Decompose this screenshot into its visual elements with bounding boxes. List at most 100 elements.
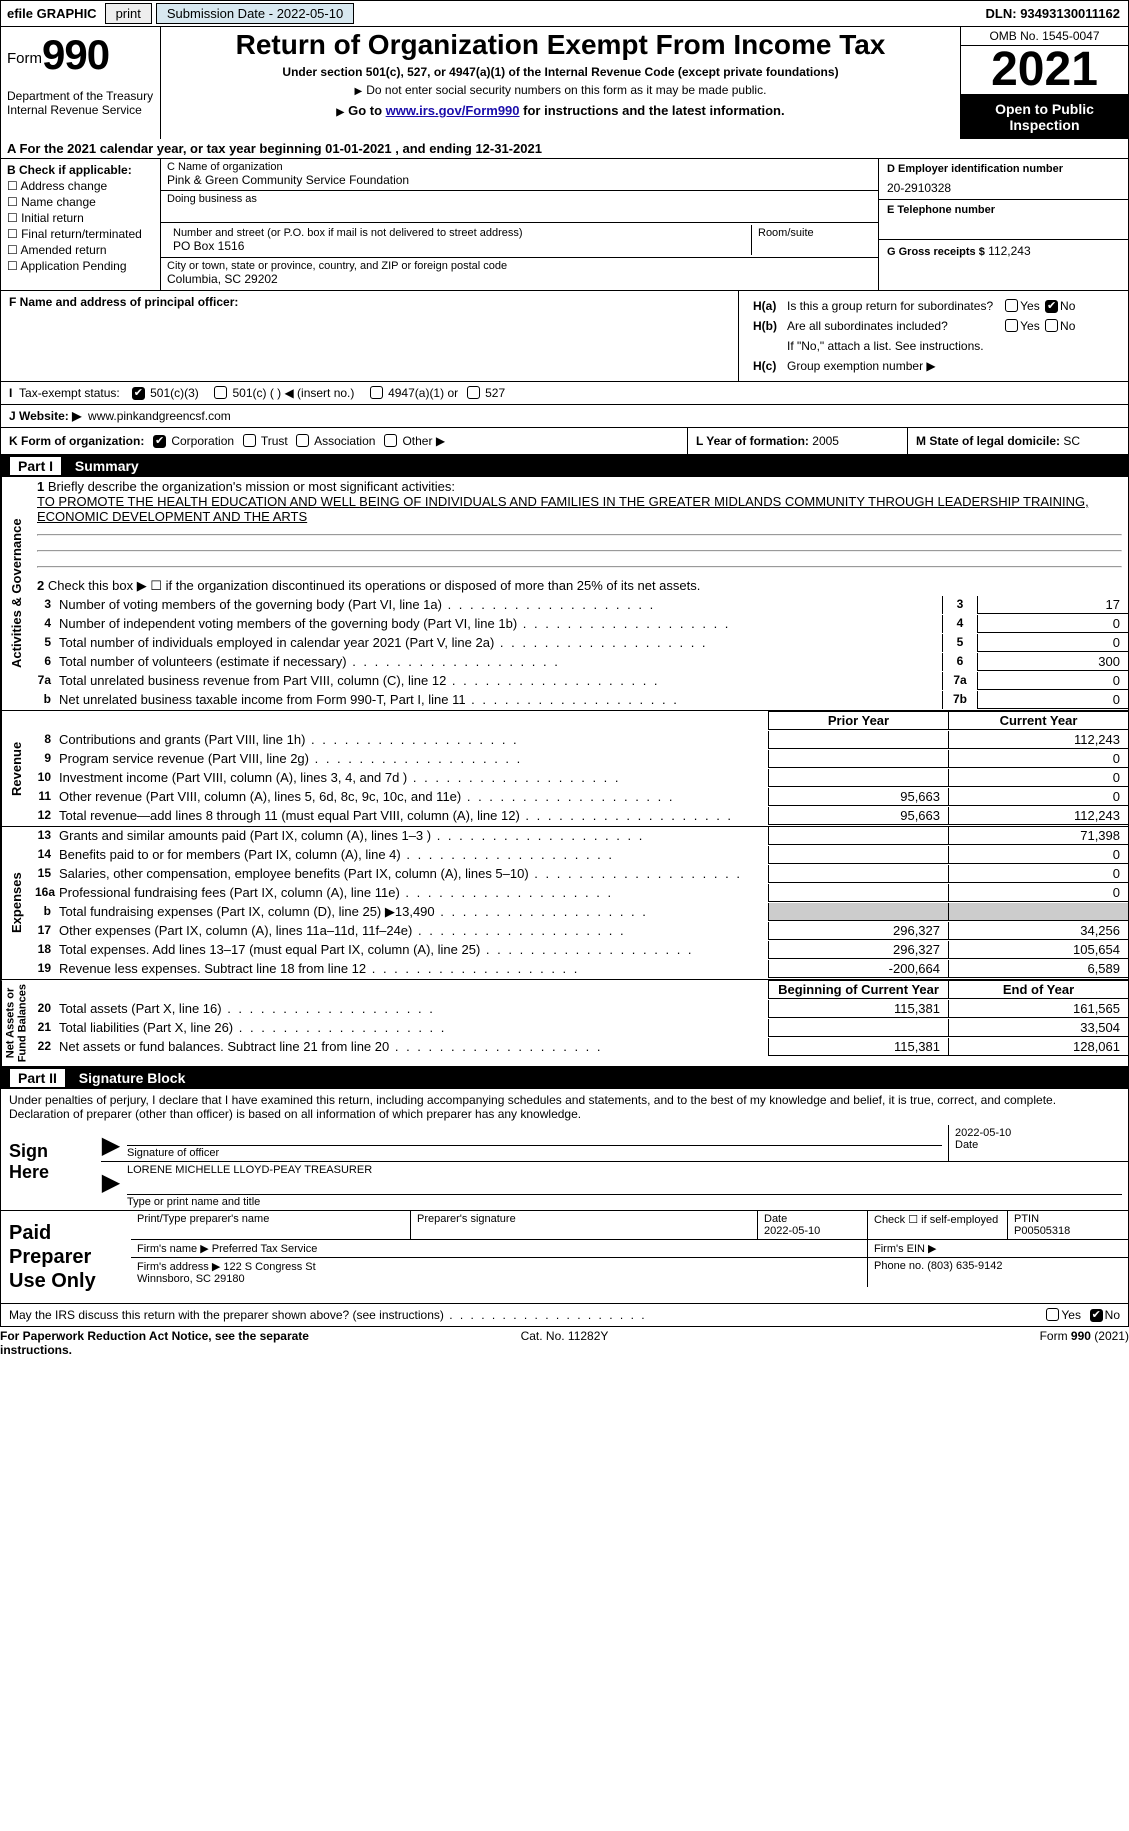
block-fh: F Name and address of principal officer:… (0, 291, 1129, 382)
cb-other[interactable] (384, 434, 397, 447)
gov-line: 5Total number of individuals employed in… (31, 634, 1128, 653)
cb-corp[interactable] (153, 435, 166, 448)
section-revenue: Revenue Prior Year Current Year 8Contrib… (0, 711, 1129, 827)
prior-year-val (768, 827, 948, 845)
part2-title: Signature Block (79, 1070, 186, 1086)
dept-label: Department of the Treasury Internal Reve… (7, 89, 154, 118)
ha-no[interactable] (1045, 300, 1058, 313)
table-row: 21Total liabilities (Part X, line 26)33,… (31, 1019, 1128, 1038)
ha-yes[interactable] (1005, 299, 1018, 312)
cb-app-pending[interactable]: ☐ Application Pending (7, 259, 154, 273)
cb-527[interactable] (467, 386, 480, 399)
city-lbl: City or town, state or province, country… (167, 260, 872, 272)
officer-name-lbl: Type or print name and title (127, 1194, 1122, 1208)
phone-lbl: Phone no. (874, 1260, 924, 1272)
current-year-val: 0 (948, 769, 1128, 787)
line-desc: Other expenses (Part IX, column (A), lin… (55, 922, 768, 940)
cb-501c[interactable] (214, 386, 227, 399)
prior-year-val (768, 884, 948, 902)
table-row: 10Investment income (Part VIII, column (… (31, 769, 1128, 788)
cb-trust[interactable] (243, 434, 256, 447)
block-bcd: B Check if applicable: ☐ Address change … (0, 159, 1129, 291)
prior-year-val: 95,663 (768, 807, 948, 825)
row-j: J Website: ▶ www.pinkandgreencsf.com (0, 405, 1129, 428)
room-lbl: Room/suite (758, 227, 866, 239)
top-toolbar: efile GRAPHIC print Submission Date - 20… (0, 0, 1129, 27)
prep-sig-lbl: Preparer's signature (411, 1211, 758, 1239)
gov-line: 3Number of voting members of the governi… (31, 596, 1128, 615)
line-num: 3 (31, 596, 55, 614)
irs-link[interactable]: www.irs.gov/Form990 (386, 103, 520, 118)
prior-year-val (768, 769, 948, 787)
firm-addr-lbl: Firm's address ▶ (137, 1261, 220, 1273)
print-button[interactable]: print (105, 3, 152, 24)
line-num: 20 (31, 1000, 55, 1018)
table-row: 19Revenue less expenses. Subtract line 1… (31, 960, 1128, 979)
firm-name: Preferred Tax Service (212, 1243, 318, 1255)
line-val: 0 (978, 615, 1128, 633)
city-cell: City or town, state or province, country… (161, 258, 878, 290)
street-val: PO Box 1516 (173, 239, 745, 253)
return-title: Return of Organization Exempt From Incom… (167, 29, 954, 61)
line-num: 17 (31, 922, 55, 940)
website-val: www.pinkandgreencsf.com (88, 409, 231, 423)
ein-lbl: D Employer identification number (887, 163, 1120, 175)
cb-address-change[interactable]: ☐ Address change (7, 179, 154, 193)
hb-yes[interactable] (1005, 319, 1018, 332)
header-left: Form990 Department of the Treasury Inter… (1, 27, 161, 139)
may-no[interactable] (1090, 1309, 1103, 1322)
line-num: 4 (31, 615, 55, 633)
hc-tag: H(c) (753, 359, 776, 373)
no-ssn-note: Do not enter social security numbers on … (167, 83, 954, 97)
prior-year-val (768, 750, 948, 768)
net-col-headers: Beginning of Current Year End of Year (31, 980, 1128, 1000)
gross-val: 112,243 (988, 244, 1031, 258)
cb-501c3[interactable] (132, 387, 145, 400)
mission-lbl: Briefly describe the organization's miss… (48, 479, 455, 494)
l-val: 2005 (812, 434, 839, 448)
check-self[interactable]: Check ☐ if self-employed (868, 1211, 1008, 1239)
cb-assoc[interactable] (296, 434, 309, 447)
vlabel-net: Net Assets or Fund Balances (1, 980, 31, 1066)
line-val: 0 (978, 634, 1128, 652)
j-lbl: J Website: ▶ (9, 409, 81, 423)
current-year-val: 0 (948, 788, 1128, 806)
current-year-val: 0 (948, 846, 1128, 864)
table-row: 13Grants and similar amounts paid (Part … (31, 827, 1128, 846)
submission-date-button[interactable]: Submission Date - 2022-05-10 (156, 3, 354, 24)
section-netassets: Net Assets or Fund Balances Beginning of… (0, 980, 1129, 1067)
line-desc: Net assets or fund balances. Subtract li… (55, 1038, 768, 1056)
cb-initial-return[interactable]: ☐ Initial return (7, 211, 154, 225)
line-desc: Net unrelated business taxable income fr… (55, 691, 942, 709)
cb-final-return[interactable]: ☐ Final return/terminated (7, 227, 154, 241)
hb-no[interactable] (1045, 319, 1058, 332)
may-yes[interactable] (1046, 1308, 1059, 1321)
line-box: 3 (942, 596, 978, 614)
org-name-val: Pink & Green Community Service Foundatio… (167, 173, 872, 187)
part2-tag: Part II (10, 1069, 65, 1087)
current-year-val: 112,243 (948, 731, 1128, 749)
prior-year-val (768, 865, 948, 883)
mission-val: TO PROMOTE THE HEALTH EDUCATION AND WELL… (37, 494, 1089, 524)
line-num: 12 (31, 807, 55, 825)
efile-label: efile GRAPHIC (1, 4, 103, 23)
prior-year-val (768, 903, 948, 921)
line-desc: Number of independent voting members of … (55, 615, 942, 633)
line-desc: Total expenses. Add lines 13–17 (must eq… (55, 941, 768, 959)
sig-arrow-icon: ▶ (101, 1125, 121, 1161)
line-desc: Total revenue—add lines 8 through 11 (mu… (55, 807, 768, 825)
table-row: 8Contributions and grants (Part VIII, li… (31, 731, 1128, 750)
street-lbl: Number and street (or P.O. box if mail i… (173, 227, 745, 239)
cb-name-change[interactable]: ☐ Name change (7, 195, 154, 209)
form-990: 990 (42, 31, 109, 78)
org-name-cell: C Name of organization Pink & Green Comm… (161, 159, 878, 191)
vlabel-rev: Revenue (1, 711, 31, 826)
prior-year-val: 296,327 (768, 922, 948, 940)
cb-amended-return[interactable]: ☐ Amended return (7, 243, 154, 257)
subhead: Under section 501(c), 527, or 4947(a)(1)… (167, 65, 954, 79)
cb-4947[interactable] (370, 386, 383, 399)
row-i: I Tax-exempt status: 501(c)(3) 501(c) ( … (0, 382, 1129, 405)
line-desc: Total number of individuals employed in … (55, 634, 942, 652)
line-num: 19 (31, 960, 55, 978)
gov-line: 4Number of independent voting members of… (31, 615, 1128, 634)
